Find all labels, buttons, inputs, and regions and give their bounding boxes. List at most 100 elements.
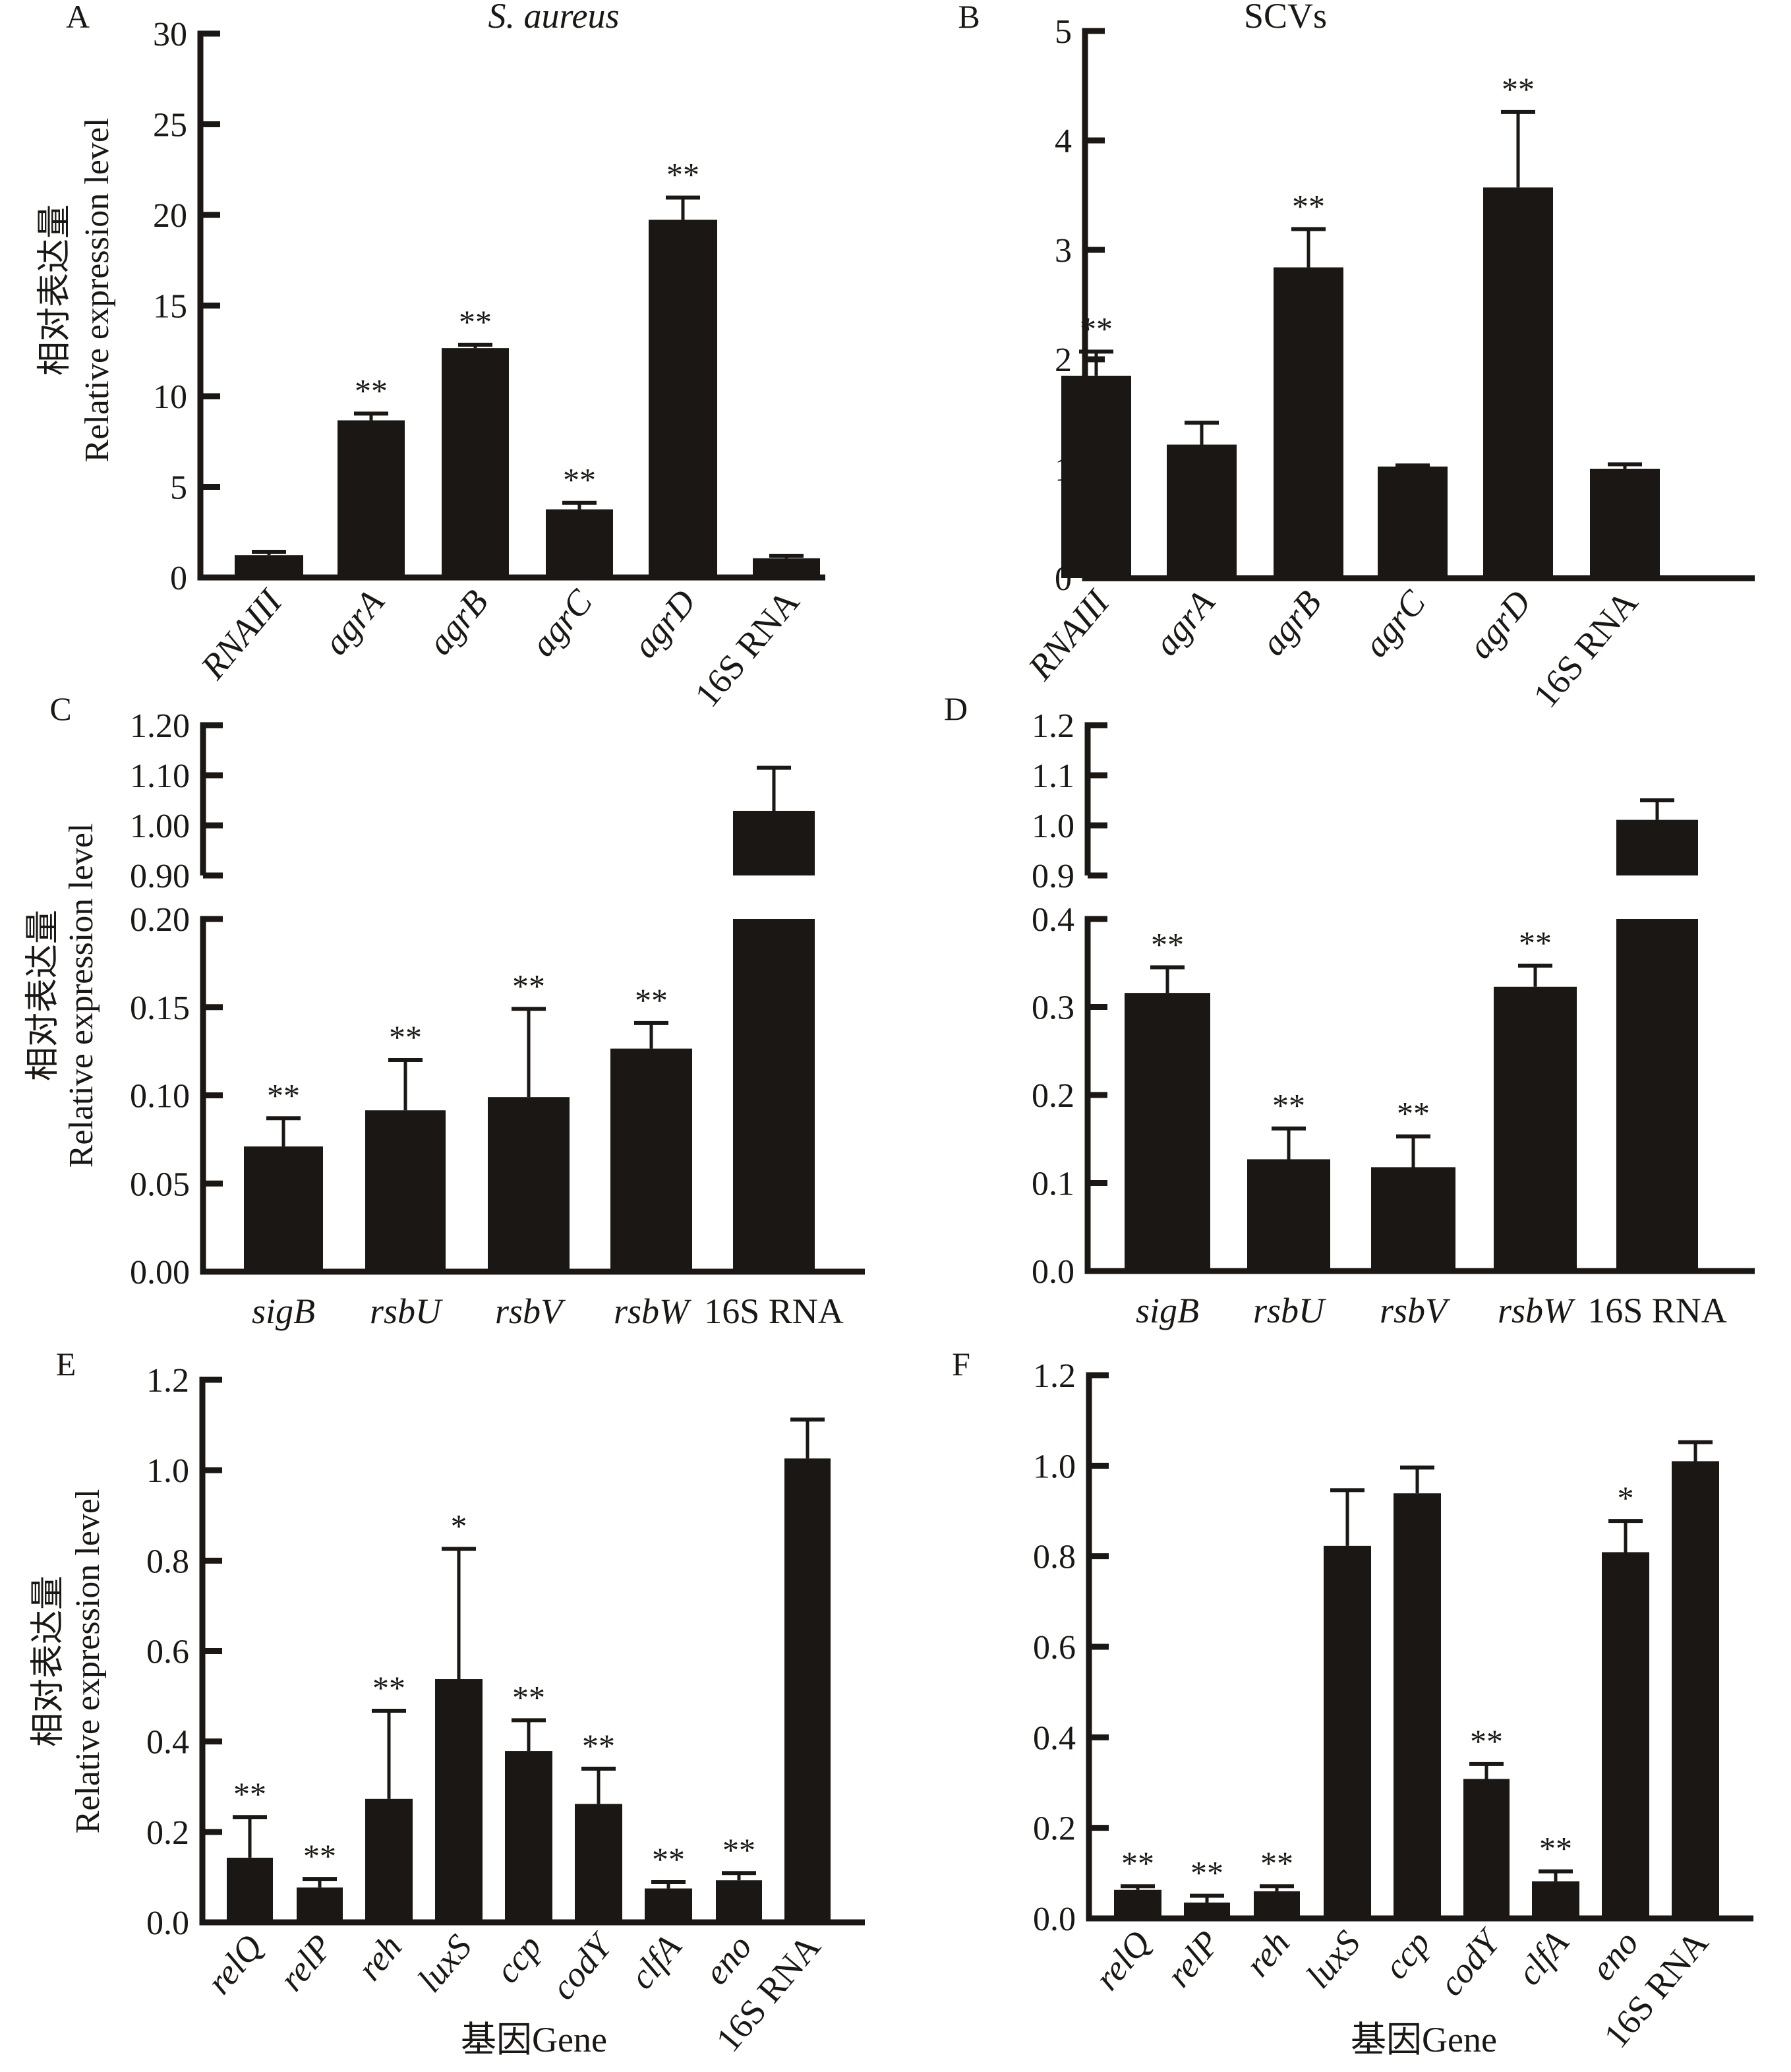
y-tick-label: 0.8 [146, 1543, 189, 1580]
y-tick-label: 0.6 [1033, 1629, 1076, 1667]
bar [227, 1857, 273, 1922]
y-tick-label: 30 [153, 16, 187, 53]
y-tick-label: 0.4 [146, 1724, 189, 1761]
y-tick-label: 0 [170, 560, 187, 597]
y-tick-label: 0.2 [1033, 1810, 1076, 1848]
significance-marker: ** [1260, 1845, 1293, 1881]
x-tick-label: RNAIII [192, 581, 291, 687]
y-tick-label: 0.05 [130, 1166, 190, 1203]
y-tick-label: 5 [170, 469, 187, 507]
x-tick-label: 16S RNA [704, 1291, 844, 1331]
panel-e: E 相对表达量 Relative expression level 基因Gene 0.0… [30, 1346, 865, 2059]
x-tick-label: agrA [316, 581, 392, 662]
x-tick-label: rsbU [370, 1291, 443, 1331]
y-axis-label: Relative expression level [78, 118, 116, 463]
significance-marker: ** [1151, 926, 1184, 962]
panel-letter: E [56, 1346, 76, 1382]
panel-letter: B [958, 0, 980, 35]
y-tick-label: 0.0 [1032, 1253, 1074, 1291]
bar [1590, 469, 1660, 578]
x-axis-label: 基因Gene [1351, 2020, 1497, 2059]
x-tick-label: 16S RNA [1587, 1291, 1727, 1330]
y-tick-label: 0.4 [1033, 1719, 1076, 1757]
significance-marker: ** [1470, 1723, 1503, 1760]
bar [1114, 1889, 1161, 1918]
significance-marker: ** [1292, 187, 1325, 224]
panel-f: F 基因Gene 0.0 0.2 0.4 0.6 0.8 1.0 1.2 ** relQ ** relP… [952, 1346, 1753, 2059]
y-tick-label: 4 [1055, 123, 1072, 160]
bar [365, 1110, 446, 1272]
bar [1602, 1552, 1649, 1918]
significance-marker: ** [1397, 1095, 1430, 1132]
bar [1394, 1493, 1441, 1918]
chart-title: SCVs [1244, 0, 1327, 36]
x-tick-label: reh [1237, 1923, 1297, 1984]
panel-letter: F [952, 1346, 970, 1382]
bar [244, 1146, 323, 1272]
x-tick-label: agrC [1356, 582, 1434, 664]
significance-marker: ** [267, 1077, 300, 1113]
y-tick-label: 0.2 [1032, 1077, 1074, 1115]
bar [1167, 444, 1237, 578]
y-tick-label: 0.1 [1032, 1166, 1074, 1203]
x-tick-label: agrC [523, 581, 601, 663]
y-tick-label: 0.6 [146, 1634, 189, 1671]
y-tick-label: 0.9 [1032, 858, 1074, 895]
x-tick-label: clfA [1509, 1922, 1577, 1992]
x-tick-label: ccp [487, 1927, 549, 1990]
significance-marker: ** [1502, 71, 1535, 107]
significance-marker: ** [582, 1727, 615, 1764]
x-tick-label: 16S RNA [687, 582, 807, 715]
y-tick-label: 0.0 [146, 1905, 189, 1942]
bar [1494, 986, 1577, 1271]
y-tick-label: 0.0 [1033, 1901, 1076, 1938]
significance-marker: ** [1080, 310, 1113, 347]
panel-c: C 相对表达量 Relative expression level 0.00 0.05 0… [24, 690, 865, 1331]
x-tick-label: eno [696, 1927, 759, 1992]
bar [1532, 1881, 1579, 1918]
y-axis-label-cn: 相对表达量 [24, 910, 62, 1081]
x-tick-label: clfA [622, 1926, 690, 1996]
x-tick-label: sigB [1136, 1291, 1199, 1330]
x-tick-label: rsbW [614, 1291, 692, 1331]
significance-marker: ** [1519, 924, 1552, 961]
significance-marker: ** [635, 982, 668, 1019]
y-tick-label: 1.1 [1032, 757, 1074, 795]
bar [1616, 919, 1698, 1271]
y-tick-label: 1.0 [146, 1452, 189, 1490]
y-tick-label: 0.20 [130, 901, 190, 939]
y-tick-label: 0.00 [130, 1254, 190, 1291]
significance-marker: ** [355, 372, 388, 409]
significance-marker: ** [389, 1019, 422, 1055]
x-tick-label: codY [543, 1924, 622, 2007]
significance-marker: ** [722, 1831, 755, 1868]
x-tick-label: ccp [1376, 1923, 1438, 1986]
panel-letter: C [49, 690, 71, 727]
bar [546, 509, 613, 577]
x-tick-label: rsbV [495, 1291, 566, 1331]
x-tick-label: agrD [1460, 583, 1539, 666]
y-tick-label: 25 [153, 107, 187, 144]
bar [1463, 1779, 1510, 1918]
y-tick-label: 2 [1055, 341, 1072, 379]
bar [442, 348, 509, 577]
y-tick-label: 1.2 [146, 1362, 189, 1400]
significance-marker: ** [563, 461, 596, 498]
y-tick-label: 1.2 [1032, 707, 1074, 745]
y-tick-label: 10 [153, 378, 187, 416]
panel-a: A S. aureus 相对表达量 Relative expression level… [36, 0, 825, 715]
bar [1371, 1167, 1455, 1271]
x-tick-label: rsbW [1498, 1291, 1576, 1330]
bar [1483, 187, 1553, 578]
y-tick-label: 15 [153, 288, 187, 326]
x-tick-label: agrB [1253, 583, 1329, 663]
x-tick-label: codY [1431, 1920, 1510, 2003]
bar [505, 1751, 552, 1922]
y-tick-label: 0.10 [130, 1078, 190, 1115]
y-tick-label: 0.2 [146, 1814, 189, 1852]
chart-title: S. aureus [488, 0, 620, 36]
x-tick-label: agrA [1146, 582, 1223, 663]
significance-marker: * [451, 1508, 467, 1545]
panel-letter: A [66, 0, 90, 35]
bar [338, 420, 405, 577]
